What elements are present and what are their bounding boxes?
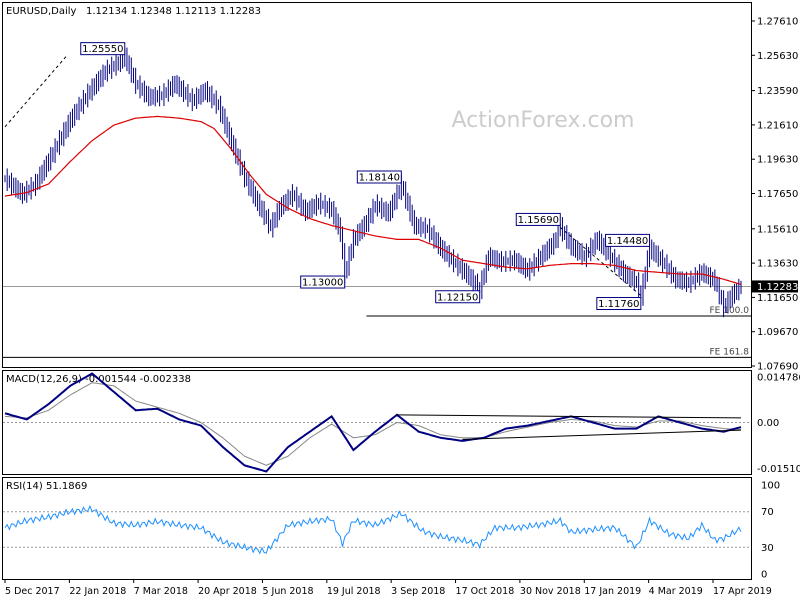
- watermark: ActionForex.com: [452, 108, 635, 133]
- x-tick-label: 30 Nov 2018: [520, 586, 581, 597]
- macd-y-tick-label: 0.014786: [757, 373, 800, 384]
- rsi-y-tick-label: 0: [761, 570, 767, 581]
- current-price-label: 1.12283: [757, 282, 798, 293]
- rsi-line: [4, 504, 742, 555]
- rsi-y-tick-label: 30: [761, 543, 774, 554]
- price-y-tick-label: 1.11650: [757, 293, 798, 304]
- rsi-y-tick-label: 70: [761, 507, 774, 518]
- price-header-ohlc: 1.12134 1.12348 1.12113 1.12283: [86, 6, 261, 17]
- sma-line: [4, 115, 742, 285]
- annotation-label: 1.18140: [359, 173, 400, 184]
- x-axis: 5 Dec 2017 22 Jan 2018 7 Mar 2018 20 Apr 20…: [4, 579, 772, 597]
- fe-level-label: FE 100.0: [710, 306, 750, 316]
- rsi-panel-frame: [2, 477, 752, 580]
- price-y-tick-label: 1.23590: [757, 86, 798, 97]
- x-tick-label: 5 Jun 2018: [262, 586, 313, 597]
- annotation-box: [435, 290, 481, 304]
- x-tick-label: 17 Oct 2018: [456, 586, 515, 597]
- annotation-box: [356, 170, 402, 184]
- rsi-layer: 100 70 30 0: [3, 481, 780, 581]
- rsi-y-tick-label: 100: [761, 481, 780, 492]
- annotation-box: [515, 212, 561, 226]
- price-y-tick-label: 1.09670: [757, 327, 798, 338]
- x-tick-label: 7 Mar 2018: [134, 586, 188, 597]
- annotation-label: 1.13000: [302, 278, 343, 289]
- x-tick-label: 3 Sep 2018: [391, 586, 445, 597]
- x-tick-label: 17 Jan 2019: [584, 586, 641, 597]
- price-layer: 1.27610 1.25630 1.23590 1.21610 1.19630 1.176…: [3, 16, 798, 373]
- annotation-label: 1.25550: [82, 44, 123, 55]
- price-y-tick-label: 1.19630: [757, 155, 798, 166]
- macd-layer: 0.014786 0.00 -0.015107: [3, 372, 800, 475]
- price-header-symbol: EURUSD,Daily: [6, 6, 77, 17]
- x-tick-label: 20 Apr 2018: [198, 586, 257, 597]
- annotation-box: [605, 233, 651, 247]
- annotation-label: 1.15690: [518, 215, 559, 226]
- rsi-header: RSI(14) 51.1869: [6, 481, 87, 492]
- macd-line: [4, 372, 742, 473]
- current-price-tag: [752, 280, 798, 293]
- macd-y-tick-label: 0.00: [757, 418, 779, 429]
- price-y-tick-label: 1.13630: [757, 259, 798, 270]
- macd-trendline: [462, 429, 742, 440]
- price-y-tick-label: 1.15610: [757, 224, 798, 235]
- price-y-tick-label: 1.07690: [757, 362, 798, 373]
- annotation-box: [300, 275, 346, 289]
- annotation-label: 1.12150: [437, 292, 478, 303]
- annotation-box: [596, 297, 642, 311]
- macd-trendline: [396, 414, 742, 419]
- annotation-label: 1.11760: [598, 299, 639, 310]
- annotation-label: 1.14480: [607, 236, 648, 247]
- price-panel-frame: [2, 2, 752, 368]
- macd-y-tick-label: -0.015107: [757, 464, 800, 475]
- x-tick-label: 5 Dec 2017: [5, 586, 60, 597]
- x-tick-label: 19 Jul 2018: [327, 586, 381, 597]
- price-y-tick-label: 1.27610: [757, 16, 798, 27]
- macd-signal-line: [4, 382, 742, 466]
- price-y-tick-label: 1.17650: [757, 189, 798, 200]
- price-y-tick-label: 1.25630: [757, 51, 798, 62]
- x-tick-label: 22 Jan 2018: [69, 586, 126, 597]
- price-y-tick-label: 1.21610: [757, 120, 798, 131]
- x-tick-label: 4 Mar 2019: [649, 586, 703, 597]
- fe-level-label: FE 161.8: [710, 347, 750, 357]
- x-tick-label: 17 Apr 2019: [713, 586, 772, 597]
- annotation-box: [80, 42, 126, 56]
